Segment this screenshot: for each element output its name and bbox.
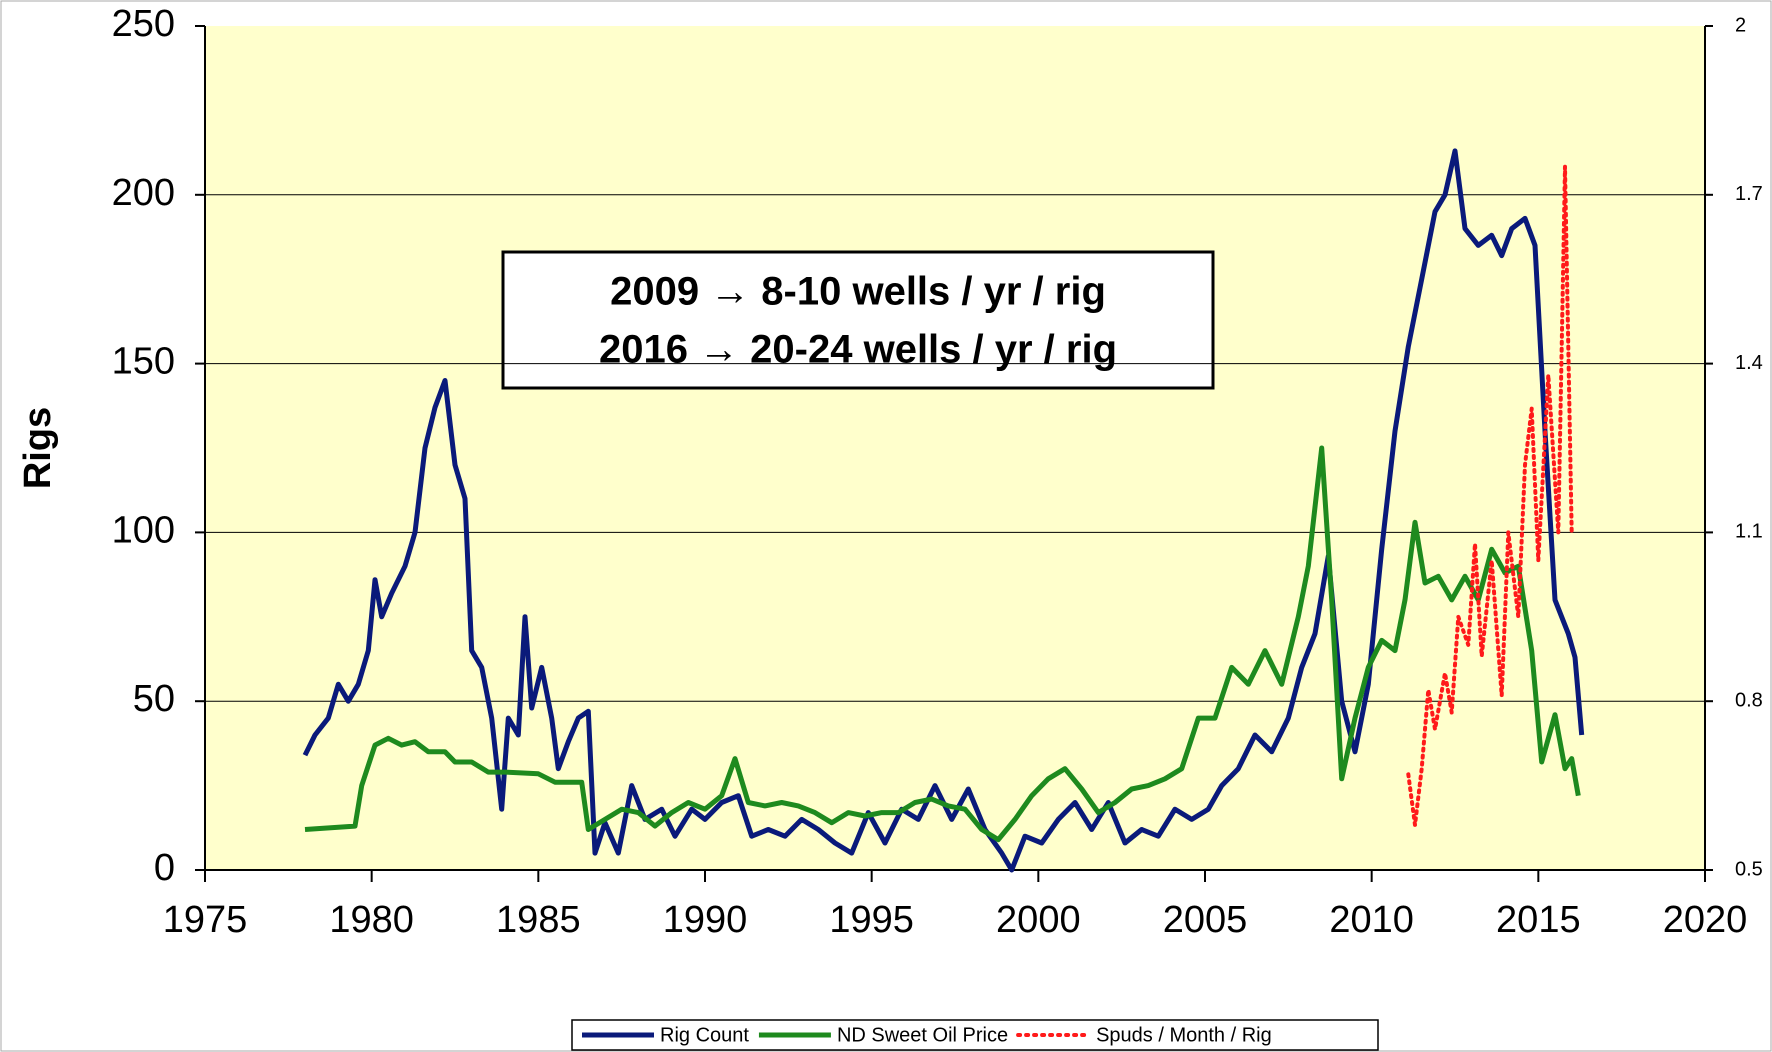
legend-label: Rig Count [660, 1024, 749, 1046]
y-tick-label: 50 [133, 678, 175, 720]
x-tick-label: 2000 [996, 899, 1081, 941]
x-tick-label: 1995 [829, 899, 914, 941]
y2-tick-label: 0.8 [1735, 689, 1763, 711]
y2-tick-label: 1.7 [1735, 183, 1763, 205]
legend-label: Spuds / Month / Rig [1096, 1024, 1272, 1046]
x-tick-label: 1975 [163, 899, 248, 941]
series-line [1406, 164, 1574, 827]
y2-tick-label: 1.4 [1735, 352, 1763, 374]
x-tick-label: 1990 [663, 899, 748, 941]
y2-tick-label: 1.1 [1735, 521, 1763, 543]
y-tick-label: 0 [154, 847, 175, 889]
y2-tick-label: 0.5 [1735, 858, 1763, 880]
x-tick-label: 2015 [1496, 899, 1581, 941]
annotation-box [501, 250, 1215, 390]
y-tick-label: 150 [112, 341, 175, 383]
y-axis-label: Rigs [17, 407, 59, 489]
legend-label: ND Sweet Oil Price [837, 1024, 1008, 1046]
y-tick-label: 250 [112, 3, 175, 45]
y-tick-label: 100 [112, 509, 175, 551]
series-line [304, 445, 1581, 843]
series-line [302, 148, 1585, 873]
x-tick-label: 1985 [496, 899, 581, 941]
x-tick-label: 1980 [329, 899, 414, 941]
x-tick-label: 2005 [1163, 899, 1248, 941]
annotation: 2009 → 8-10 wells / yr / rig [610, 270, 1106, 314]
x-tick-label: 2020 [1663, 899, 1748, 941]
y-tick-label: 200 [112, 172, 175, 214]
plot-area [205, 26, 1705, 870]
y2-tick-label: 2 [1735, 14, 1746, 36]
x-tick-label: 2010 [1329, 899, 1414, 941]
annotation: 2016 → 20-24 wells / yr / rig [599, 328, 1117, 372]
legend-box [571, 1019, 1379, 1051]
